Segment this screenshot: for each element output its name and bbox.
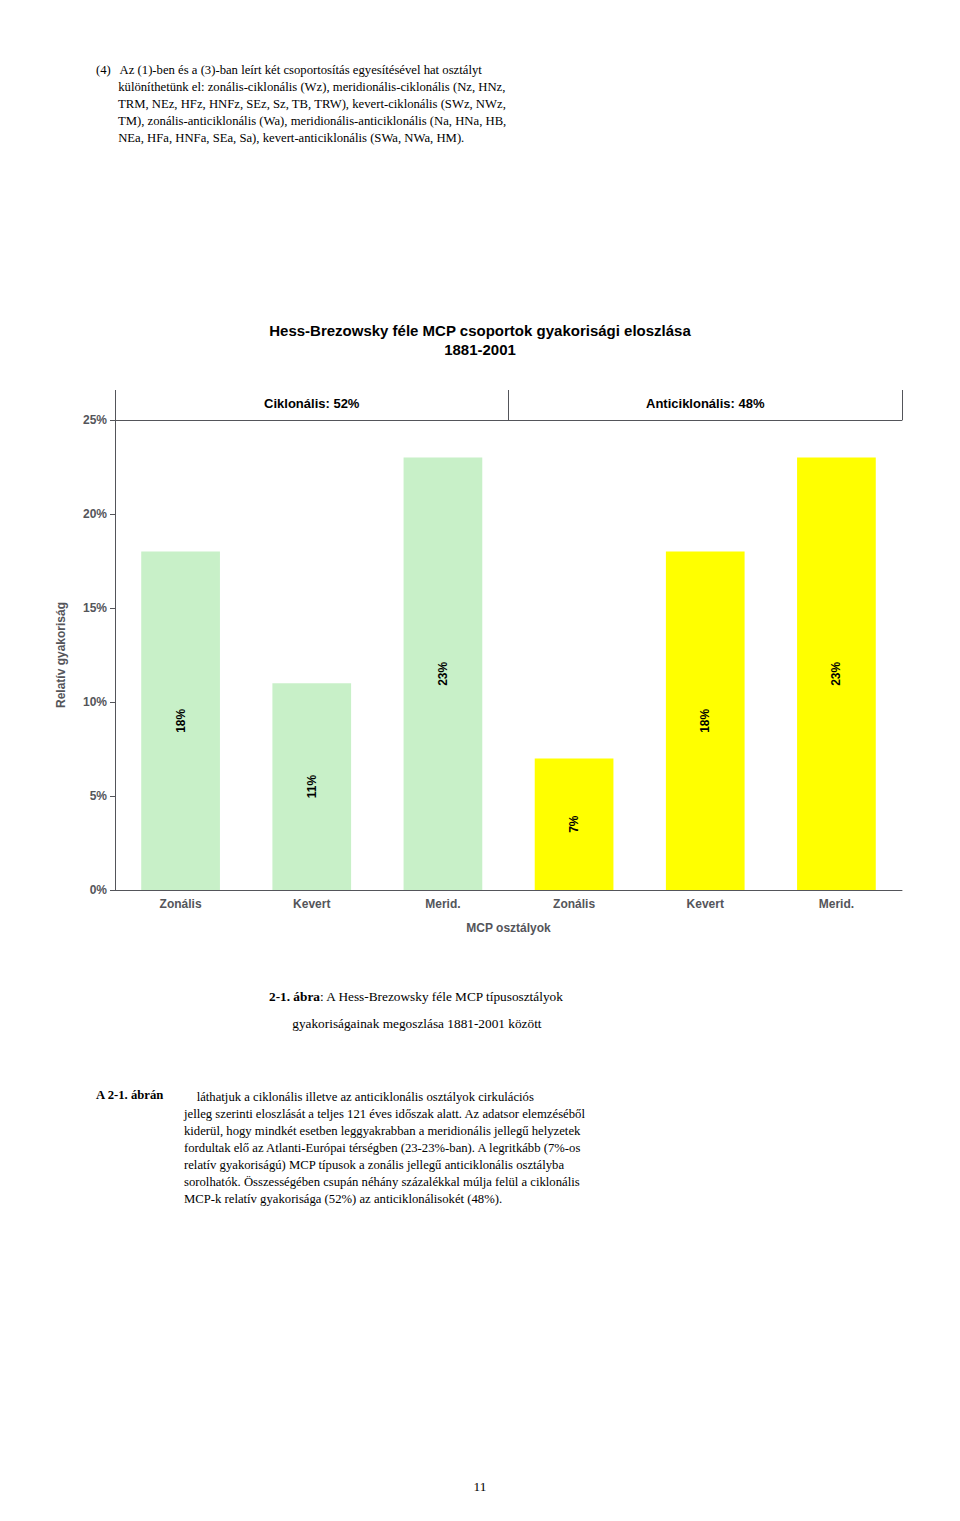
svg-text:11: 11 bbox=[474, 1479, 487, 1494]
svg-text:sorolhatók. Összességében csup: sorolhatók. Összességében csupán néhány … bbox=[184, 1175, 580, 1189]
svg-text:7%: 7% bbox=[567, 815, 581, 833]
svg-text:Zonális: Zonális bbox=[160, 897, 202, 911]
svg-text:18%: 18% bbox=[174, 708, 188, 732]
svg-text:Kevert: Kevert bbox=[687, 897, 724, 911]
svg-text:20%: 20% bbox=[83, 507, 107, 521]
svg-text:Relatív gyakoriság: Relatív gyakoriság bbox=[54, 602, 68, 708]
svg-text:(4) Az (1)-ben és a (3)-ban: (4) Az (1)-ben és a (3)-ban leírt két cs… bbox=[96, 63, 482, 77]
svg-text:5%: 5% bbox=[90, 789, 108, 803]
svg-text:: A Hess-Brezowsky féle MCP tí: : A Hess-Brezowsky féle MCP típusosztály… bbox=[320, 989, 563, 1004]
svg-text:18%: 18% bbox=[698, 708, 712, 732]
svg-text:kiderül, hogy mindkét esetben: kiderül, hogy mindkét esetben leggyakrab… bbox=[184, 1124, 581, 1138]
svg-text:különíthetünk el: zonális-cikl: különíthetünk el: zonális-ciklonális (Wz… bbox=[96, 80, 505, 94]
svg-text:Ciklonális: 52%: Ciklonális: 52% bbox=[264, 396, 360, 411]
svg-text:Zonális: Zonális bbox=[553, 897, 595, 911]
svg-text:Kevert: Kevert bbox=[293, 897, 330, 911]
svg-text:MCP-k relatív gyakorisága (52%: MCP-k relatív gyakorisága (52%) az antic… bbox=[184, 1192, 502, 1206]
svg-text:NEa, HFa, HNFa, SEa, Sa), keve: NEa, HFa, HNFa, SEa, Sa), kevert-anticik… bbox=[96, 131, 464, 145]
svg-text:Merid.: Merid. bbox=[819, 897, 854, 911]
svg-text:láthatjuk a ciklonális illetve: láthatjuk a ciklonális illetve az antici… bbox=[184, 1090, 534, 1104]
svg-text:0%: 0% bbox=[90, 883, 108, 897]
svg-text:TRM, NEz, HFz, HNFz, SEz, Sz,: TRM, NEz, HFz, HNFz, SEz, Sz, TB, TRW), … bbox=[96, 97, 506, 111]
svg-text:15%: 15% bbox=[83, 601, 107, 615]
svg-text:gyakoriságainak megoszlása 188: gyakoriságainak megoszlása 1881-2001 köz… bbox=[269, 1016, 542, 1031]
svg-text:jelleg szerinti eloszlását a t: jelleg szerinti eloszlását a teljes 121 … bbox=[183, 1107, 585, 1121]
svg-text:relatív gyakoriságú) MCP típus: relatív gyakoriságú) MCP típusok a zonál… bbox=[184, 1158, 564, 1172]
svg-text:Anticiklonális: 48%: Anticiklonális: 48% bbox=[646, 396, 765, 411]
svg-text:MCP osztályok: MCP osztályok bbox=[466, 921, 551, 935]
svg-text:11%: 11% bbox=[305, 775, 319, 799]
svg-text:1881-2001: 1881-2001 bbox=[444, 341, 516, 358]
svg-text:Merid.: Merid. bbox=[425, 897, 460, 911]
svg-text:25%: 25% bbox=[83, 413, 107, 427]
svg-text:23%: 23% bbox=[436, 661, 450, 685]
svg-text:2-1. ábra: 2-1. ábra bbox=[269, 989, 320, 1004]
svg-text:23%: 23% bbox=[829, 661, 843, 685]
svg-text:fordultak elő az Atlanti-Európ: fordultak elő az Atlanti-Európai térségb… bbox=[184, 1141, 580, 1155]
svg-text:TM), zonális-anticiklonális (W: TM), zonális-anticiklonális (Wa), meridi… bbox=[96, 114, 506, 128]
svg-text:10%: 10% bbox=[83, 695, 107, 709]
svg-text:Hess-Brezowsky féle MCP csopor: Hess-Brezowsky féle MCP csoportok gyakor… bbox=[269, 322, 691, 339]
svg-text:A 2-1. ábrán: A 2-1. ábrán bbox=[96, 1088, 163, 1102]
